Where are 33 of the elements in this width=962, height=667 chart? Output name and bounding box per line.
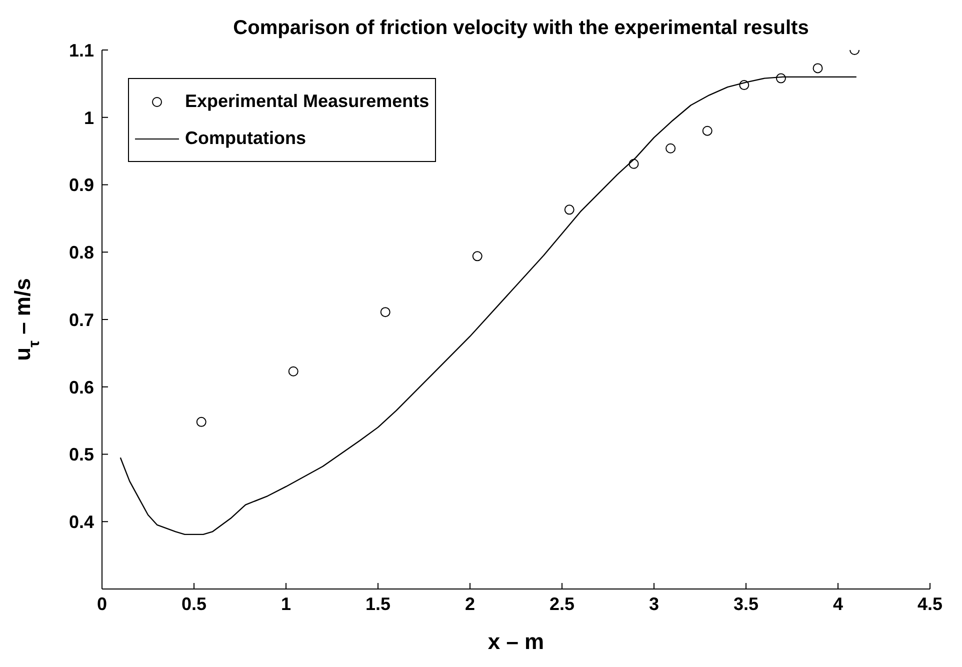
x-axis-title: x – m [488,629,544,654]
x-tick-label: 0 [96,594,108,614]
x-tick-label: 4.5 [917,594,943,614]
point [628,158,639,169]
y-tick-label: 0.8 [68,242,94,263]
point [472,251,482,262]
y-tick-label: 0.7 [68,310,94,330]
point [812,63,823,74]
point [739,80,750,90]
y-tick-label: 0.9 [68,175,94,196]
point [666,143,676,154]
x-tick-label: 2 [464,594,476,614]
y-tick-label: 0.6 [68,377,94,398]
y-tick-label: 0.4 [68,512,94,532]
x-tick-label: 1 [280,594,292,614]
x-tick-label: 1.5 [365,594,391,614]
point [380,307,390,318]
y-tick-label: 1.1 [68,40,94,60]
chart-title: Comparison of friction velocity with the experimental results [233,17,809,39]
y-tick-label: 0.5 [68,444,94,465]
x-tick-label: 3.5 [733,594,759,614]
point [288,366,298,376]
point [776,73,786,84]
x-tick-label: 0.5 [181,594,207,614]
x-tick-label: 2.5 [549,594,575,614]
legend-label: Computations [185,128,306,149]
x-tick-label: 3 [648,594,660,614]
x-tick-label: 4 [832,594,844,614]
legend-label: Experimental Measurements [185,91,430,112]
point [702,126,712,136]
point [564,204,574,215]
y-tick-label: 1 [84,108,94,128]
point [196,416,206,427]
